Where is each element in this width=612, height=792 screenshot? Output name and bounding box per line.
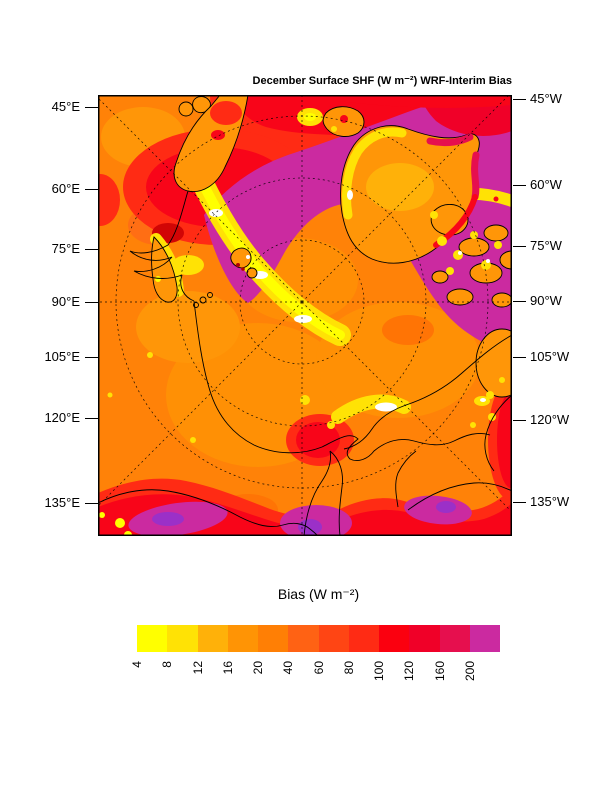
map-title: December Surface SHF (W m⁻²) WRF-Interim…: [252, 75, 512, 87]
meridian-tick-right: [513, 99, 526, 101]
meridian-label-east: 60°E: [51, 181, 80, 196]
land-detail: [155, 101, 505, 399]
meridian-label-west: 45°W: [530, 91, 562, 106]
meridian-tick-right: [513, 301, 526, 303]
meridian-label-west: 90°W: [530, 293, 562, 308]
meridian-label-east: 90°E: [51, 294, 80, 309]
colorbar: [137, 625, 500, 652]
colorbar-swatch: [409, 625, 440, 652]
colorbar-tick-label: 100: [372, 661, 386, 682]
colorbar-swatch: [439, 625, 470, 652]
map-canvas: [98, 95, 512, 536]
meridian-tick-right: [513, 246, 526, 248]
meridian-tick-left: [85, 189, 98, 191]
colorbar-tick-label: 20: [251, 661, 265, 675]
colorbar-swatch: [288, 625, 319, 652]
colorbar-tick-label: 8: [160, 661, 175, 668]
colorbar-tick-label: 4: [130, 661, 144, 668]
meridian-label-west: 120°W: [530, 412, 570, 427]
meridian-tick-left: [85, 302, 98, 304]
meridian-label-east: 135°E: [44, 495, 80, 510]
meridian-label-west: 135°W: [530, 494, 570, 509]
meridian-tick-left: [85, 503, 98, 505]
meridian-tick-right: [513, 502, 526, 504]
map-svg: [98, 95, 512, 536]
meridian-label-west: 60°W: [530, 177, 562, 192]
meridian-label-east: 75°E: [51, 241, 80, 256]
colorbar-tick-label: 80: [341, 661, 356, 675]
meridian-tick-left: [85, 357, 98, 359]
colorbar-tick-label: 40: [281, 661, 296, 675]
colorbar-swatch: [258, 625, 289, 652]
colorbar-swatch: [379, 625, 410, 652]
graticule: [98, 95, 512, 536]
colorbar-swatch: [318, 625, 349, 652]
meridian-label-east: 105°E: [44, 349, 80, 364]
meridian-label-east: 45°E: [51, 99, 80, 114]
colorbar-swatch: [137, 625, 168, 652]
colorbar-title: Bias (W m⁻²): [277, 586, 360, 602]
colorbar-tick-label: 200: [462, 661, 477, 682]
map-frame-border: [98, 95, 512, 536]
colorbar-tick-label: 12: [190, 661, 205, 675]
meridian-label-west: 105°W: [530, 349, 570, 364]
colorbar-tick-label: 60: [311, 661, 326, 675]
colorbar-tick-label: 120: [402, 661, 417, 682]
meridian-tick-right: [513, 185, 526, 187]
meridian-label-east: 120°E: [44, 410, 80, 425]
meridian-label-west: 75°W: [530, 238, 562, 253]
meridian-tick-right: [513, 420, 526, 422]
colorbar-swatch: [197, 625, 228, 652]
meridian-tick-left: [85, 107, 98, 109]
colorbar-swatch: [227, 625, 258, 652]
meridian-tick-left: [85, 249, 98, 251]
meridian-tick-left: [85, 418, 98, 420]
colorbar-swatch: [469, 625, 500, 652]
coastlines: [98, 190, 512, 536]
colorbar-swatch: [348, 625, 379, 652]
colorbar-tick-label: 160: [432, 661, 447, 682]
meridian-tick-right: [513, 357, 526, 359]
colorbar-swatch: [167, 625, 198, 652]
colorbar-tick-label: 16: [220, 661, 235, 675]
